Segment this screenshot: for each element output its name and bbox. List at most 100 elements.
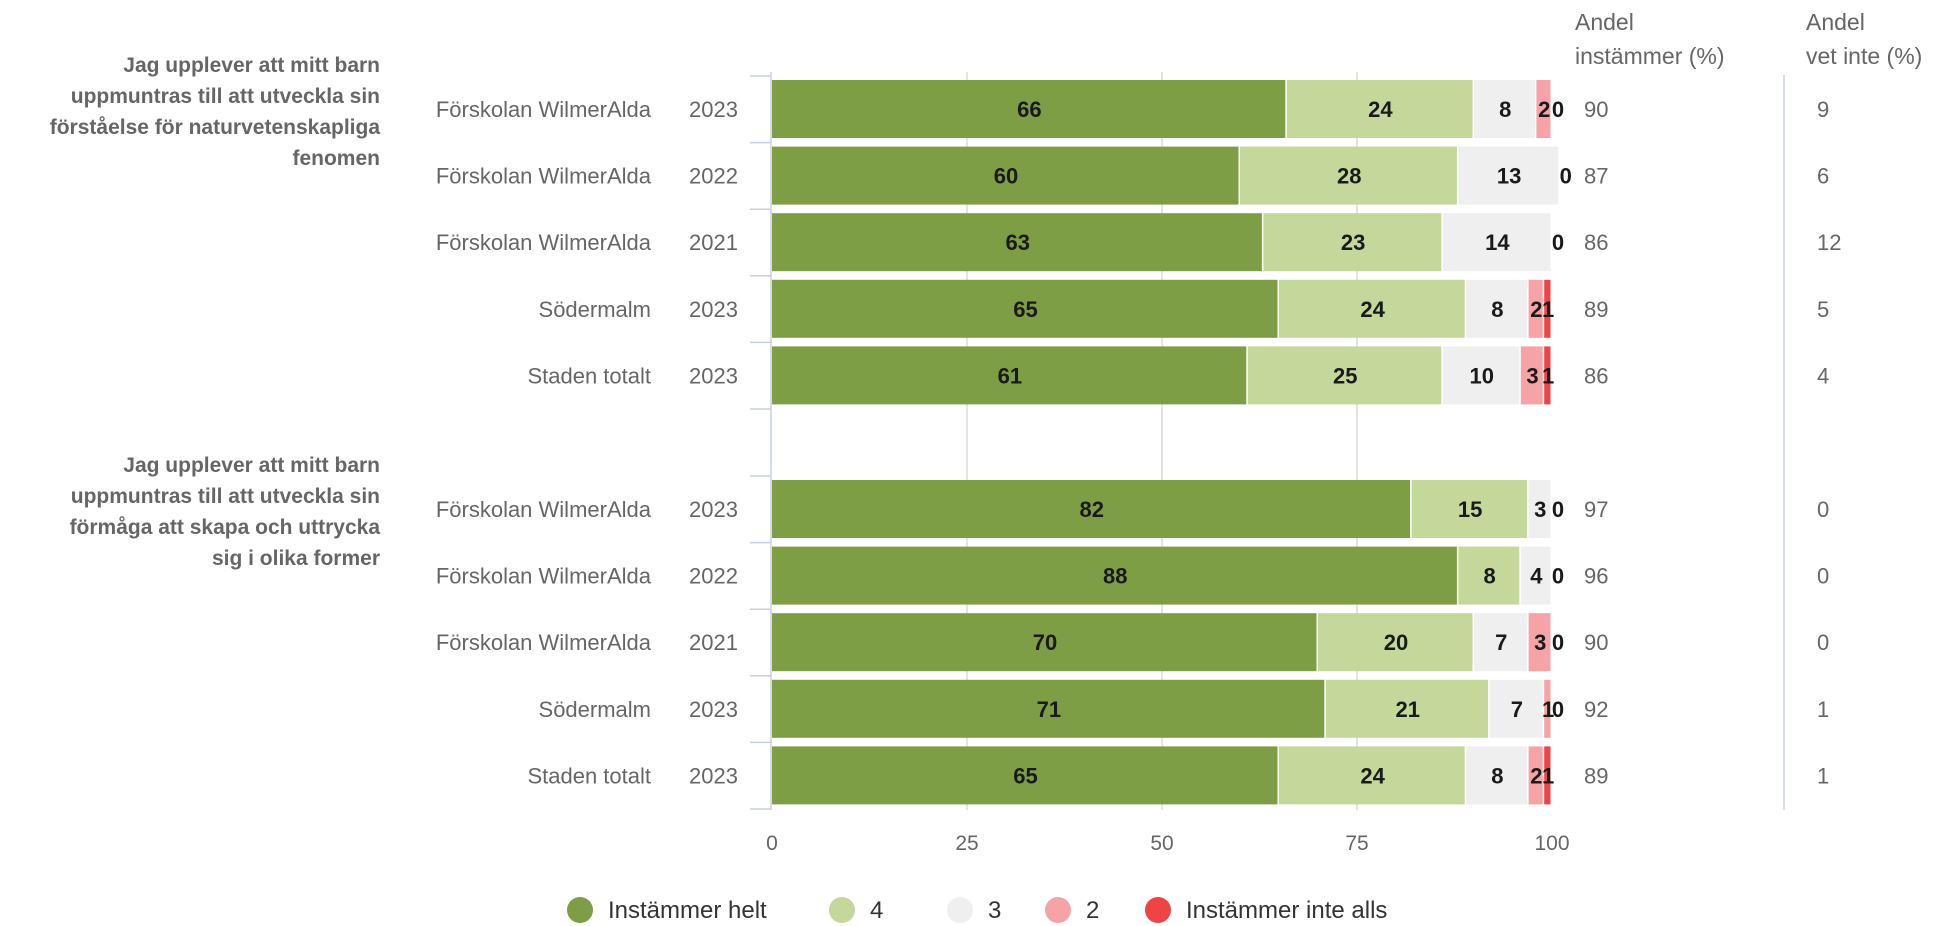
year-label: 2023 [689, 297, 738, 322]
bar-segment[interactable] [772, 80, 1286, 138]
bar-segment[interactable] [1466, 746, 1528, 805]
legend[interactable]: Instämmer helt 4 3 2 Instämmer inte alls [567, 897, 1387, 924]
bar-data-label: 15 [1458, 497, 1482, 522]
bar-segment[interactable] [1474, 613, 1528, 672]
year-label: 2021 [689, 230, 738, 255]
legend-label[interactable]: 4 [870, 897, 883, 924]
bar-segment[interactable] [1536, 80, 1551, 138]
agree-value: 90 [1584, 97, 1608, 122]
bar-segment[interactable] [1489, 679, 1543, 738]
agree-column-header: instämmer (%) [1575, 43, 1725, 69]
bar-segment[interactable] [1474, 80, 1535, 138]
bar-segment[interactable] [1247, 346, 1442, 405]
bar-data-label: 3 [1534, 630, 1546, 655]
bar-data-label: 4 [1530, 564, 1543, 589]
bar-segment[interactable] [1458, 146, 1559, 205]
bar-segment[interactable] [1528, 746, 1543, 805]
legend-swatch[interactable] [1045, 897, 1071, 923]
legend-swatch[interactable] [567, 897, 593, 923]
bar-segment[interactable] [1520, 546, 1551, 605]
bar-segment[interactable] [1544, 346, 1551, 405]
legend-label[interactable]: Instämmer inte alls [1186, 897, 1387, 924]
question-label: Jag upplever att mitt barn [123, 454, 380, 477]
dontknow-column-header: Andel [1806, 9, 1865, 35]
dontknow-value: 6 [1817, 164, 1829, 189]
legend-label[interactable]: Instämmer helt [608, 897, 767, 924]
bar-data-label: 8 [1483, 564, 1495, 589]
legend-swatch[interactable] [947, 897, 973, 923]
legend-label[interactable]: 2 [1086, 897, 1099, 924]
bar-data-label: 0 [1552, 564, 1564, 589]
bar-segment[interactable] [772, 679, 1325, 738]
legend-label[interactable]: 3 [988, 897, 1001, 924]
bar-data-label: 88 [1103, 564, 1127, 589]
bar-segment[interactable] [1411, 480, 1528, 538]
legend-swatch[interactable] [1145, 897, 1171, 923]
bar-data-label: 82 [1080, 497, 1104, 522]
bar-segment[interactable] [1544, 279, 1551, 338]
bar-segment[interactable] [1544, 746, 1551, 805]
dontknow-value: 0 [1817, 564, 1829, 589]
bar-segment[interactable] [1528, 480, 1551, 538]
bar-segment[interactable] [772, 546, 1457, 605]
bar-segment[interactable] [1442, 213, 1551, 272]
bar-segment[interactable] [1263, 213, 1442, 272]
bar-segment[interactable] [772, 146, 1239, 205]
bar-data-label: 2 [1530, 763, 1542, 788]
bar-segment[interactable] [1466, 279, 1528, 338]
legend-swatch[interactable] [829, 897, 855, 923]
bar-data-label: 24 [1360, 763, 1385, 788]
bar-data-label: 65 [1013, 763, 1037, 788]
bar-segment[interactable] [1279, 746, 1465, 805]
question-label: förmåga att skapa och uttrycka [70, 516, 381, 539]
bar-segment[interactable] [1520, 346, 1543, 405]
bar-segment[interactable] [1458, 546, 1520, 605]
dontknow-value: 9 [1817, 97, 1829, 122]
bar-segment[interactable] [772, 279, 1278, 338]
x-tick-label: 50 [1150, 832, 1173, 855]
unit-label: Förskolan WilmerAlda [436, 97, 652, 122]
bar-data-label: 2 [1538, 97, 1550, 122]
bar-segment[interactable] [1286, 80, 1473, 138]
agree-value: 92 [1584, 697, 1608, 722]
bar-segment[interactable] [1528, 613, 1551, 672]
bar-segment[interactable] [772, 213, 1262, 272]
bar-segment[interactable] [1544, 679, 1551, 738]
bar-data-label: 0 [1560, 164, 1572, 189]
year-label: 2023 [689, 363, 738, 388]
agree-value: 89 [1584, 763, 1608, 788]
unit-label: Södermalm [539, 697, 651, 722]
unit-label: Förskolan WilmerAlda [436, 630, 652, 655]
bar-data-label: 63 [1005, 230, 1029, 255]
bar-segment[interactable] [772, 480, 1411, 538]
bar-segment[interactable] [1318, 613, 1473, 672]
year-label: 2023 [689, 763, 738, 788]
bar-segment[interactable] [772, 746, 1278, 805]
bar-data-label: 1 [1542, 697, 1554, 722]
dontknow-value: 1 [1817, 697, 1829, 722]
bar-segment[interactable] [772, 346, 1247, 405]
dontknow-value: 1 [1817, 763, 1829, 788]
bar-segment[interactable] [1279, 279, 1465, 338]
unit-label: Staden totalt [527, 763, 651, 788]
question-label: fenomen [292, 147, 380, 170]
bar-data-label: 1 [1542, 363, 1554, 388]
dontknow-value: 0 [1817, 497, 1829, 522]
question-label: förståelse för naturvetenskapliga [50, 116, 381, 139]
bar-segment[interactable] [772, 613, 1317, 672]
bar-segment[interactable] [1325, 679, 1489, 738]
bar-segment[interactable] [1442, 346, 1520, 405]
bar-data-label: 24 [1360, 297, 1385, 322]
bar-segment[interactable] [1528, 279, 1543, 338]
year-label: 2022 [689, 164, 738, 189]
bar-data-label: 61 [998, 363, 1022, 388]
dontknow-column-header: vet inte (%) [1806, 43, 1922, 69]
bar-data-label: 0 [1552, 497, 1564, 522]
x-tick-label: 100 [1534, 832, 1569, 855]
bar-data-label: 8 [1491, 297, 1503, 322]
bar-data-label: 23 [1341, 230, 1365, 255]
agree-column-header: Andel [1575, 9, 1634, 35]
bar-segment[interactable] [1240, 146, 1457, 205]
bar-data-label: 0 [1552, 230, 1564, 255]
unit-label: Staden totalt [527, 363, 651, 388]
